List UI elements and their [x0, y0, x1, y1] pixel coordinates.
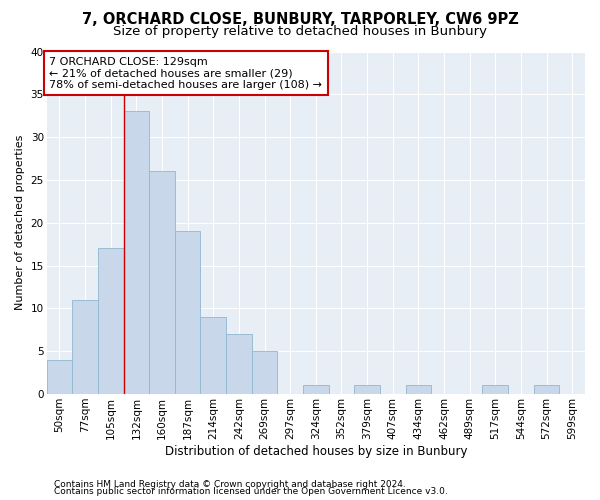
- Y-axis label: Number of detached properties: Number of detached properties: [15, 135, 25, 310]
- Text: Contains public sector information licensed under the Open Government Licence v3: Contains public sector information licen…: [54, 488, 448, 496]
- Bar: [124, 112, 149, 394]
- Bar: [98, 248, 124, 394]
- Text: 7 ORCHARD CLOSE: 129sqm
← 21% of detached houses are smaller (29)
78% of semi-de: 7 ORCHARD CLOSE: 129sqm ← 21% of detache…: [49, 56, 322, 90]
- Bar: [534, 386, 559, 394]
- Bar: [200, 317, 226, 394]
- Bar: [149, 172, 175, 394]
- Bar: [226, 334, 251, 394]
- Bar: [482, 386, 508, 394]
- Bar: [47, 360, 72, 394]
- Bar: [72, 300, 98, 394]
- X-axis label: Distribution of detached houses by size in Bunbury: Distribution of detached houses by size …: [164, 444, 467, 458]
- Bar: [354, 386, 380, 394]
- Bar: [303, 386, 329, 394]
- Bar: [406, 386, 431, 394]
- Text: Size of property relative to detached houses in Bunbury: Size of property relative to detached ho…: [113, 25, 487, 38]
- Text: Contains HM Land Registry data © Crown copyright and database right 2024.: Contains HM Land Registry data © Crown c…: [54, 480, 406, 489]
- Bar: [251, 351, 277, 394]
- Bar: [175, 232, 200, 394]
- Text: 7, ORCHARD CLOSE, BUNBURY, TARPORLEY, CW6 9PZ: 7, ORCHARD CLOSE, BUNBURY, TARPORLEY, CW…: [82, 12, 518, 28]
